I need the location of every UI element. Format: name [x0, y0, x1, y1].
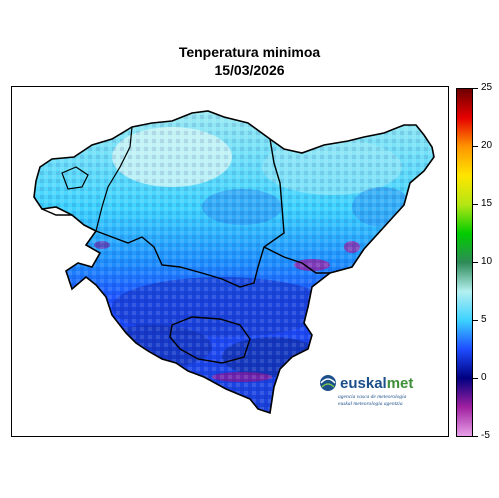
- colorbar-tick: [473, 378, 478, 379]
- colorbar-tick: [473, 204, 478, 205]
- logo-name: euskalmet: [340, 375, 413, 392]
- colorbar-tick-label: 0: [481, 372, 487, 383]
- logo-tagline-eu: euskal meteorologia agentzia: [338, 401, 403, 407]
- colorbar-tick: [473, 436, 478, 437]
- colorbar-tick-label: -5: [481, 430, 490, 441]
- province-border: [95, 126, 133, 232]
- colorbar-tick-label: 20: [481, 140, 493, 151]
- colorbar-tick: [473, 262, 478, 263]
- colorbar-tick-label: 10: [481, 256, 493, 267]
- colorbar-tick: [473, 146, 478, 147]
- enclave-border: [61, 166, 89, 190]
- logo-globe-icon: [320, 375, 336, 391]
- colorbar: [456, 88, 473, 437]
- colorbar-tick-label: 5: [481, 314, 487, 325]
- colorbar-tick: [473, 88, 478, 89]
- province-border: [263, 246, 330, 274]
- chart-title: Tenperatura minimoa: [178, 44, 321, 60]
- colorbar-tick-label: 25: [481, 82, 493, 93]
- trevino-enclave-border: [169, 316, 251, 364]
- map-panel: euskalmet agencia vasca de meteorología …: [11, 86, 449, 437]
- euskalmet-logo: euskalmet agencia vasca de meteorología …: [320, 375, 413, 407]
- colorbar-tick-label: 15: [481, 198, 493, 209]
- colorbar-gradient: [457, 89, 472, 436]
- colorbar-tick: [473, 320, 478, 321]
- temperature-map: euskalmet agencia vasca de meteorología …: [33, 110, 435, 414]
- province-border: [41, 138, 285, 288]
- chart-date: 15/03/2026: [214, 62, 285, 78]
- logo-tagline-es: agencia vasca de meteorología: [338, 394, 407, 400]
